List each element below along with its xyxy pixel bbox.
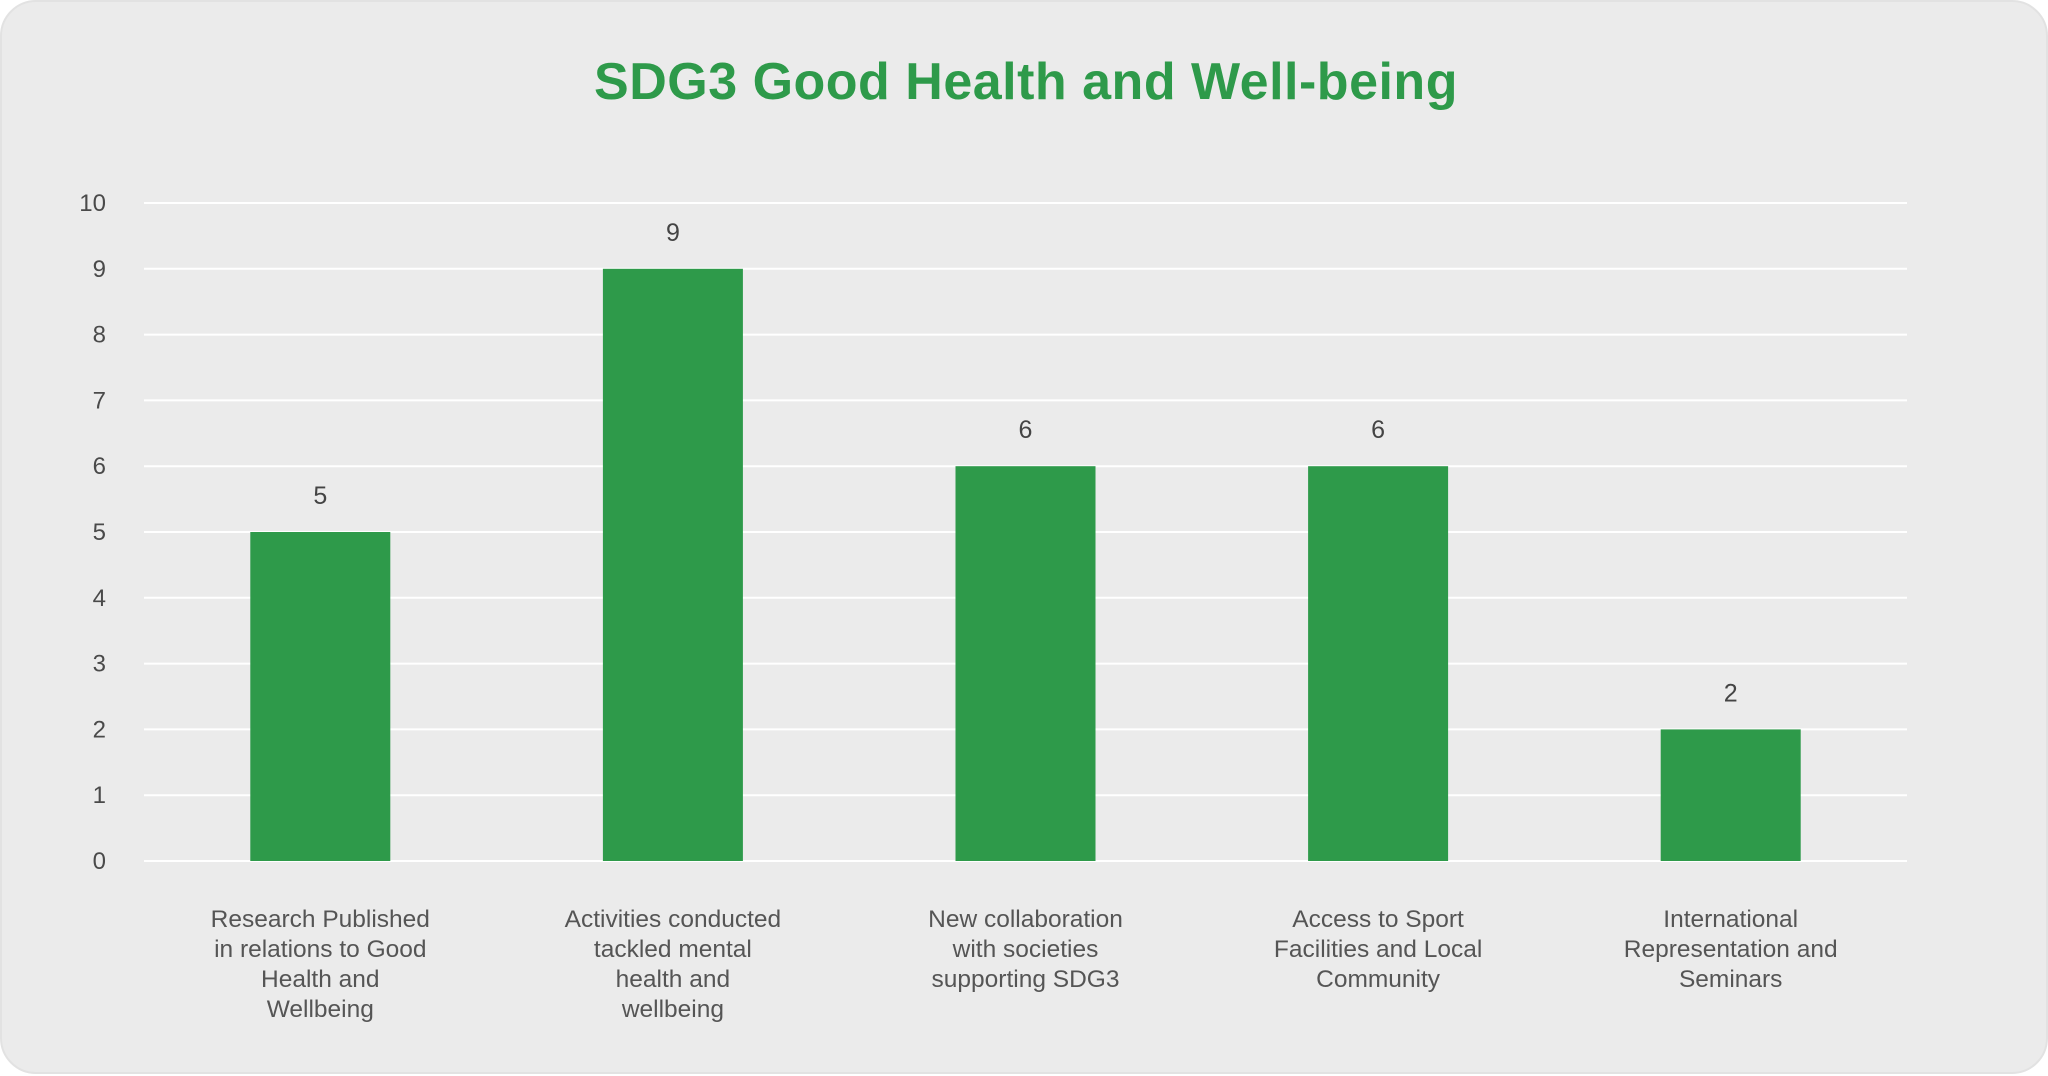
x-tick-label-line: Facilities and Local [1274,936,1482,963]
y-tick-label: 10 [79,190,106,217]
y-tick-label: 2 [93,716,106,743]
x-tick-label-line: supporting SDG3 [932,966,1120,993]
y-tick-label: 1 [93,782,106,809]
x-tick-label-line: New collaboration [928,906,1123,933]
x-tick-label-line: health and [616,966,730,993]
x-tick-label-line: Community [1316,966,1441,993]
y-tick-label: 3 [93,651,106,678]
x-tick-label-line: with societies [952,936,1099,963]
x-tick-label: Access to Sport Facilities and Local Commu… [1274,906,1482,993]
y-tick-label: 4 [93,585,106,612]
bar-1 [250,532,391,861]
y-tick-label: 6 [93,453,106,480]
bar-3 [955,466,1096,861]
y-tick-label: 0 [93,848,106,875]
chart-title: SDG3 Good Health and Well-being [594,53,1458,111]
data-label: 6 [1371,416,1385,444]
x-tick-label: International Representation and Seminars [1624,906,1838,993]
x-tick-label-line: Health and [261,966,380,993]
x-tick-label-line: Wellbeing [267,996,374,1023]
x-tick-label-line: tackled mental [594,936,752,963]
bar-2 [602,268,743,861]
y-tick-label: 8 [93,322,106,349]
bar-4 [1308,466,1449,861]
x-tick-label: New collaboration with societies supportin… [928,906,1123,993]
x-tick-label-line: Access to Sport [1292,906,1464,933]
data-label: 6 [1019,416,1033,444]
y-tick-label: 5 [93,519,106,546]
data-label: 9 [666,219,680,247]
x-tick-label-line: wellbeing [621,996,724,1023]
x-tick-label-line: Activities conducted [565,906,782,933]
data-label: 2 [1724,679,1738,707]
y-tick-label: 7 [93,387,106,414]
x-tick-label: Activities conducted tackled mental health… [565,906,782,1023]
x-tick-label-line: Research Published [211,906,430,933]
x-tick-label-line: in relations to Good [214,936,426,963]
x-tick-label-line: Seminars [1679,966,1782,993]
x-tick-label-line: Representation and [1624,936,1838,963]
y-tick-label: 9 [93,256,106,283]
x-tick-label-line: International [1663,906,1798,933]
x-tick-label: Research Published in relations to Good He… [211,906,430,1023]
data-label: 5 [313,482,327,510]
bar-5 [1660,729,1801,861]
